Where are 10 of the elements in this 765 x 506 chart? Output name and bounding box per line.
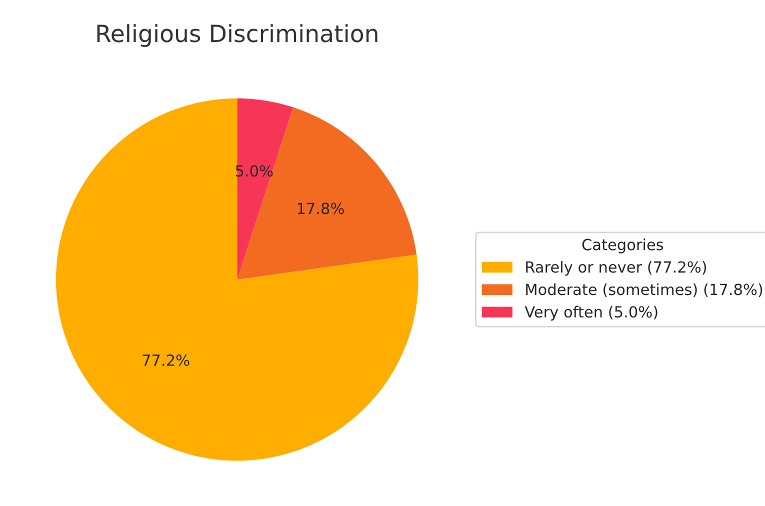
pie-slice	[56, 98, 418, 461]
data-label: 77.2%	[142, 354, 190, 366]
legend-label: Moderate (sometimes) (17.8%)	[526, 283, 762, 298]
legend-label: Rarely or never (77.2%)	[526, 260, 706, 276]
pie-slice	[237, 98, 294, 280]
pie-slice	[237, 107, 417, 280]
chart-title: Religious Discrimination	[97, 24, 378, 47]
data-label: 17.8%	[298, 202, 344, 214]
legend-title: Categories	[582, 238, 664, 254]
legend-label: Very often (5.0%)	[524, 306, 658, 321]
